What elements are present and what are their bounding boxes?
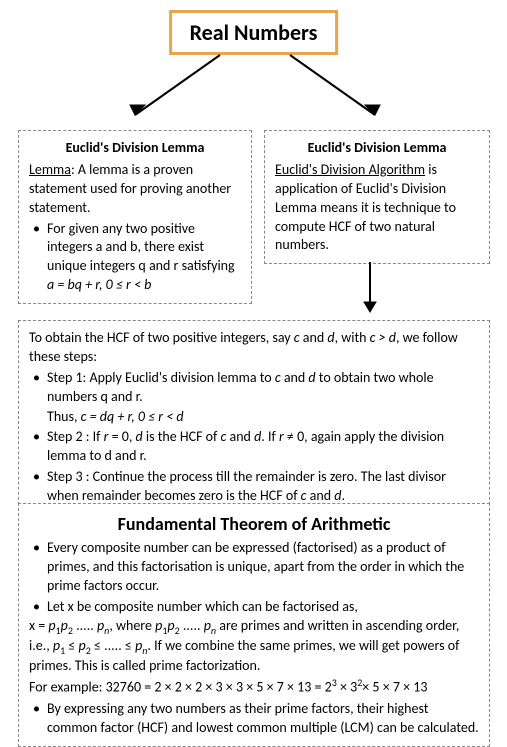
lemma-bullet: For given any two positive integers a an…: [29, 220, 241, 296]
fta-box: Fundamental Theorem of Arithmetic Every …: [18, 503, 490, 747]
algorithm-text: Euclid's Division Algorithm is applicati…: [275, 161, 479, 255]
lemma-list: For given any two positive integers a an…: [29, 220, 241, 296]
arrow-down: [360, 262, 380, 320]
algorithm-box: Euclid's Division Lemma Euclid's Divisio…: [264, 130, 490, 264]
step-1-thus: Thus, c = dq + r, 0 ≤ r < d: [29, 408, 479, 427]
fta-equation: x = p1p2 ..... pn, where p1p2 ..... pn a…: [29, 617, 479, 676]
fta-b3: By expressing any two numbers as their p…: [29, 700, 479, 738]
fta-example: For example: 32760 = 2 × 2 × 2 × 3 × 3 ×…: [29, 676, 479, 698]
step-3: Step 3 : Continue the process till the r…: [29, 468, 479, 506]
fta-b2: Let x be composite number which can be f…: [29, 598, 479, 617]
step-1: Step 1: Apply Euclid's division lemma to…: [29, 369, 479, 407]
arrow-left: [110, 50, 230, 130]
steps-box: To obtain the HCF of two positive intege…: [18, 320, 490, 515]
steps-list: Step 1: Apply Euclid's division lemma to…: [29, 369, 479, 506]
fta-b1: Every composite number can be expressed …: [29, 539, 479, 596]
lemma-header: Euclid's Division Lemma: [29, 139, 241, 158]
arrow-right: [280, 50, 400, 130]
title-box: Real Numbers: [169, 10, 339, 55]
steps-intro: To obtain the HCF of two positive intege…: [29, 329, 479, 367]
lemma-label: Lemma: [29, 161, 71, 178]
algorithm-header: Euclid's Division Lemma: [275, 139, 479, 158]
fta-header: Fundamental Theorem of Arithmetic: [29, 512, 479, 536]
fta-list: Every composite number can be expressed …: [29, 539, 479, 617]
algorithm-label: Euclid's Division Algorithm: [275, 161, 425, 178]
lemma-box: Euclid's Division Lemma Lemma: A lemma i…: [18, 130, 252, 304]
lemma-definition: Lemma: A lemma is a proven statement use…: [29, 161, 241, 218]
title-text: Real Numbers: [190, 19, 318, 46]
step-2: Step 2 : If r = 0, d is the HCF of c and…: [29, 428, 479, 466]
